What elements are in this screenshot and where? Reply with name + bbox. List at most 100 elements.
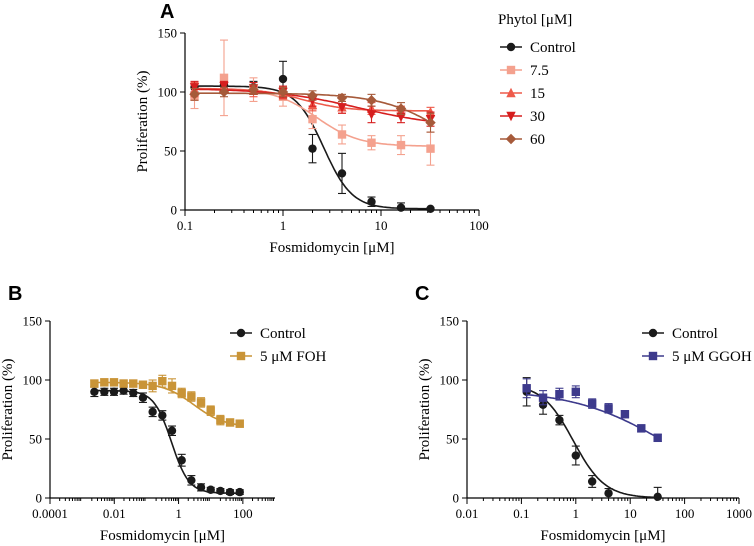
legend-marker (236, 351, 246, 361)
data-point (158, 376, 167, 386)
data-point (587, 477, 597, 486)
x-axis-title: Fosmidomycin [μM] (540, 528, 665, 544)
legend-label: Control (672, 326, 718, 342)
data-point (571, 451, 580, 460)
legend-label: 30 (530, 109, 545, 125)
x-tick-label: 1 (573, 506, 580, 521)
data-point (119, 386, 128, 395)
data-point (148, 381, 157, 391)
series-5-m-foh (90, 374, 244, 428)
y-tick-label: 50 (29, 432, 42, 447)
y-axis-title: Proliferation (%) (135, 70, 151, 172)
data-point (278, 74, 288, 84)
data-point (366, 110, 377, 120)
chart-panel-c: C 0 50 100 150 0.01 0.1 1 10 100 1000 Fosmidomycin … (415, 283, 752, 544)
data-point (308, 114, 317, 124)
data-point (167, 381, 177, 391)
data-point (337, 103, 347, 113)
data-point (426, 204, 435, 214)
data-point (219, 81, 229, 92)
data-point (620, 410, 630, 419)
data-point (225, 418, 235, 427)
data-point (337, 169, 347, 178)
data-point (177, 456, 186, 465)
legend-label: 5 μM FOH (260, 349, 327, 365)
legend-marker (648, 328, 658, 338)
data-point (158, 411, 167, 420)
panel-letter-a: A (160, 1, 174, 23)
data-point (206, 485, 215, 494)
legend: Control 5 μM FOH (230, 326, 327, 365)
data-point (653, 492, 662, 502)
data-point (396, 140, 406, 150)
data-point (277, 86, 289, 98)
data-point (196, 483, 206, 492)
chart-panel-a: A 0 50 100 150 0.1 1 10 100 Fosmidomycin [μM] Prol… (135, 1, 576, 256)
x-tick-label: 10 (375, 218, 388, 233)
legend-marker (506, 87, 516, 98)
data-point (367, 197, 376, 206)
x-tick-label: 0.01 (456, 506, 479, 521)
y-axis-title: Proliferation (%) (0, 358, 16, 460)
data-point (587, 399, 597, 408)
data-point (571, 387, 580, 396)
data-point (522, 384, 531, 393)
data-point (109, 378, 119, 387)
data-point (337, 130, 347, 139)
x-tick-label: 1 (280, 218, 287, 233)
data-point (367, 138, 376, 147)
y-tick-label: 150 (23, 314, 43, 329)
legend: Phytol [μM] Control 7.5 15 30 60 (498, 12, 576, 148)
x-tick-label: 1000 (726, 506, 752, 521)
legend-label: 60 (530, 132, 545, 148)
data-point (138, 393, 148, 402)
data-point (248, 84, 259, 95)
x-tick-label: 100 (233, 506, 253, 521)
data-point (167, 426, 177, 435)
data-point (206, 406, 215, 415)
legend-marker (505, 133, 517, 145)
legend-label: Control (260, 326, 306, 342)
y-axis-title: Proliferation (%) (417, 358, 433, 460)
x-tick-label: 10 (624, 506, 637, 521)
legend-title: Phytol [μM] (498, 12, 572, 28)
data-point (396, 203, 406, 212)
data-point (366, 95, 377, 106)
data-point (604, 404, 613, 413)
data-point (653, 433, 662, 443)
data-point (218, 86, 230, 98)
data-point (307, 90, 318, 101)
y-tick-label: 150 (158, 26, 178, 41)
x-tick-label: 1 (175, 506, 182, 521)
legend-marker (506, 42, 516, 52)
data-point (119, 379, 128, 388)
series-5-m-ggoh (522, 378, 662, 443)
data-point (187, 392, 196, 401)
legend-label: Control (530, 40, 576, 56)
data-point (196, 398, 206, 407)
chart-panel-b: B 0 50 100 150 0.0001 0.01 1 100 Fosmidomycin [μM… (0, 283, 327, 544)
data-point (604, 489, 613, 498)
y-tick-label: 0 (171, 203, 178, 218)
x-tick-label: 0.1 (177, 218, 193, 233)
data-point (90, 379, 99, 388)
data-point (189, 83, 200, 93)
y-tick-label: 100 (440, 373, 460, 388)
y-tick-label: 150 (440, 314, 460, 329)
data-point (129, 388, 138, 398)
y-tick-label: 100 (23, 373, 43, 388)
data-point (308, 144, 317, 153)
data-point (637, 424, 646, 433)
data-point (90, 387, 99, 396)
data-point (138, 380, 148, 389)
legend: Control 5 μM GGOH (642, 326, 752, 365)
data-point (395, 103, 407, 114)
panel-letter-c: C (415, 283, 429, 305)
x-tick-label: 100 (675, 506, 695, 521)
legend-label: 7.5 (530, 63, 549, 79)
data-point (225, 487, 235, 497)
x-axis-title: Fosmidomycin [μM] (269, 240, 394, 256)
data-point (538, 393, 548, 402)
series-60 (189, 84, 436, 133)
